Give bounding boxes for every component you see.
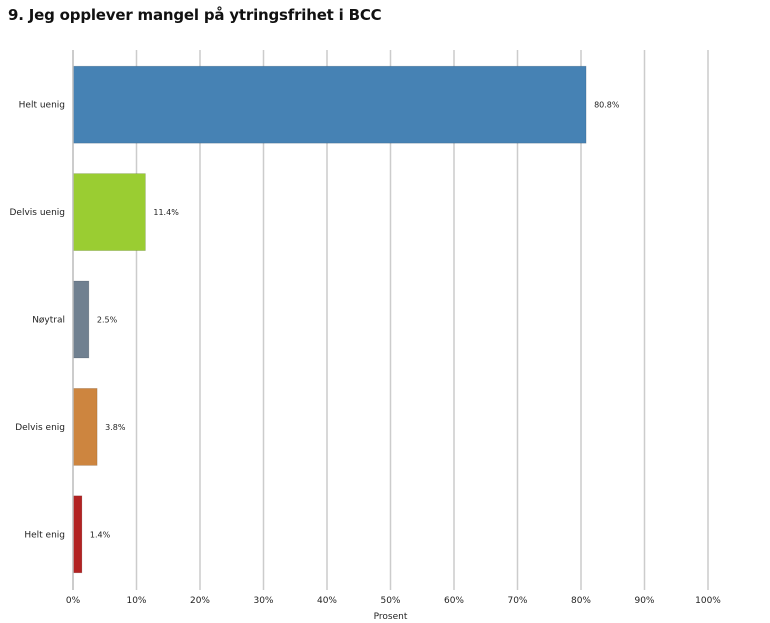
x-tick-label: 20% [190,596,210,606]
bar [72,495,83,574]
x-tick-labels: 0% 10% 20% 30% 40% 50% 60% 70% 80% 90% 100% [66,596,721,606]
x-tick-label: 80% [571,596,591,606]
gridlines [135,50,709,590]
x-tick-label: 90% [634,596,654,606]
bar-value-label: 2.5% [97,316,118,325]
category-label: Helt enig [24,530,65,540]
category-label: Delvis uenig [9,208,65,218]
x-tick-label: 60% [444,596,464,606]
x-tick-label: 30% [253,596,273,606]
chart-title: 9. Jeg opplever mangel på ytringsfrihet … [8,6,382,24]
bar [72,387,98,466]
bar [72,173,146,252]
category-labels: Helt uenig Delvis uenig Nøytral Delvis enig… [9,101,65,541]
value-labels: 80.8% 11.4% 2.5% 3.8% 1.4% [90,101,620,540]
category-label: Delvis enig [15,423,65,433]
x-tick-label: 50% [380,596,400,606]
x-axis-title: Prosent [374,612,408,622]
x-tick-label: 100% [695,596,721,606]
bar-value-label: 80.8% [594,101,620,110]
bar-value-label: 11.4% [153,208,179,217]
category-label: Helt uenig [19,101,65,111]
bar-value-label: 1.4% [90,530,111,539]
bar-value-label: 3.8% [105,423,126,432]
x-tick-label: 70% [507,596,527,606]
bars [72,65,587,574]
bar [72,280,90,359]
category-label: Nøytral [32,316,65,326]
x-tick-label: 40% [317,596,337,606]
bar [72,65,587,144]
x-tick-label: 0% [66,596,81,606]
x-tick-label: 10% [126,596,146,606]
